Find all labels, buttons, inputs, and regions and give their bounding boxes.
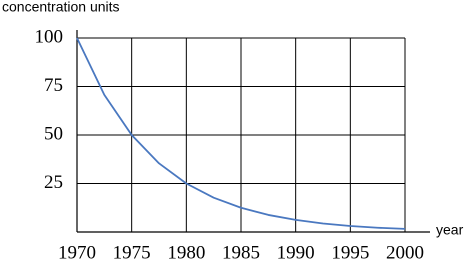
x-tick-label: 1975 — [113, 242, 151, 263]
data-line — [76, 37, 406, 230]
x-tick-label: 1970 — [58, 242, 96, 263]
x-tick-label: 2000 — [386, 242, 424, 263]
y-tick-label: 75 — [44, 75, 63, 96]
y-tick-label: 25 — [44, 172, 63, 193]
x-tick-label: 1995 — [331, 242, 369, 263]
y-tick-label: 50 — [44, 123, 63, 144]
x-tick-label: 1990 — [277, 242, 315, 263]
y-tick-label: 100 — [35, 26, 64, 47]
x-tick-label: 1980 — [167, 242, 205, 263]
x-tick-label: 1985 — [222, 242, 260, 263]
x-axis-label: year — [436, 222, 464, 238]
y-axis-label: concentration units — [2, 0, 120, 15]
